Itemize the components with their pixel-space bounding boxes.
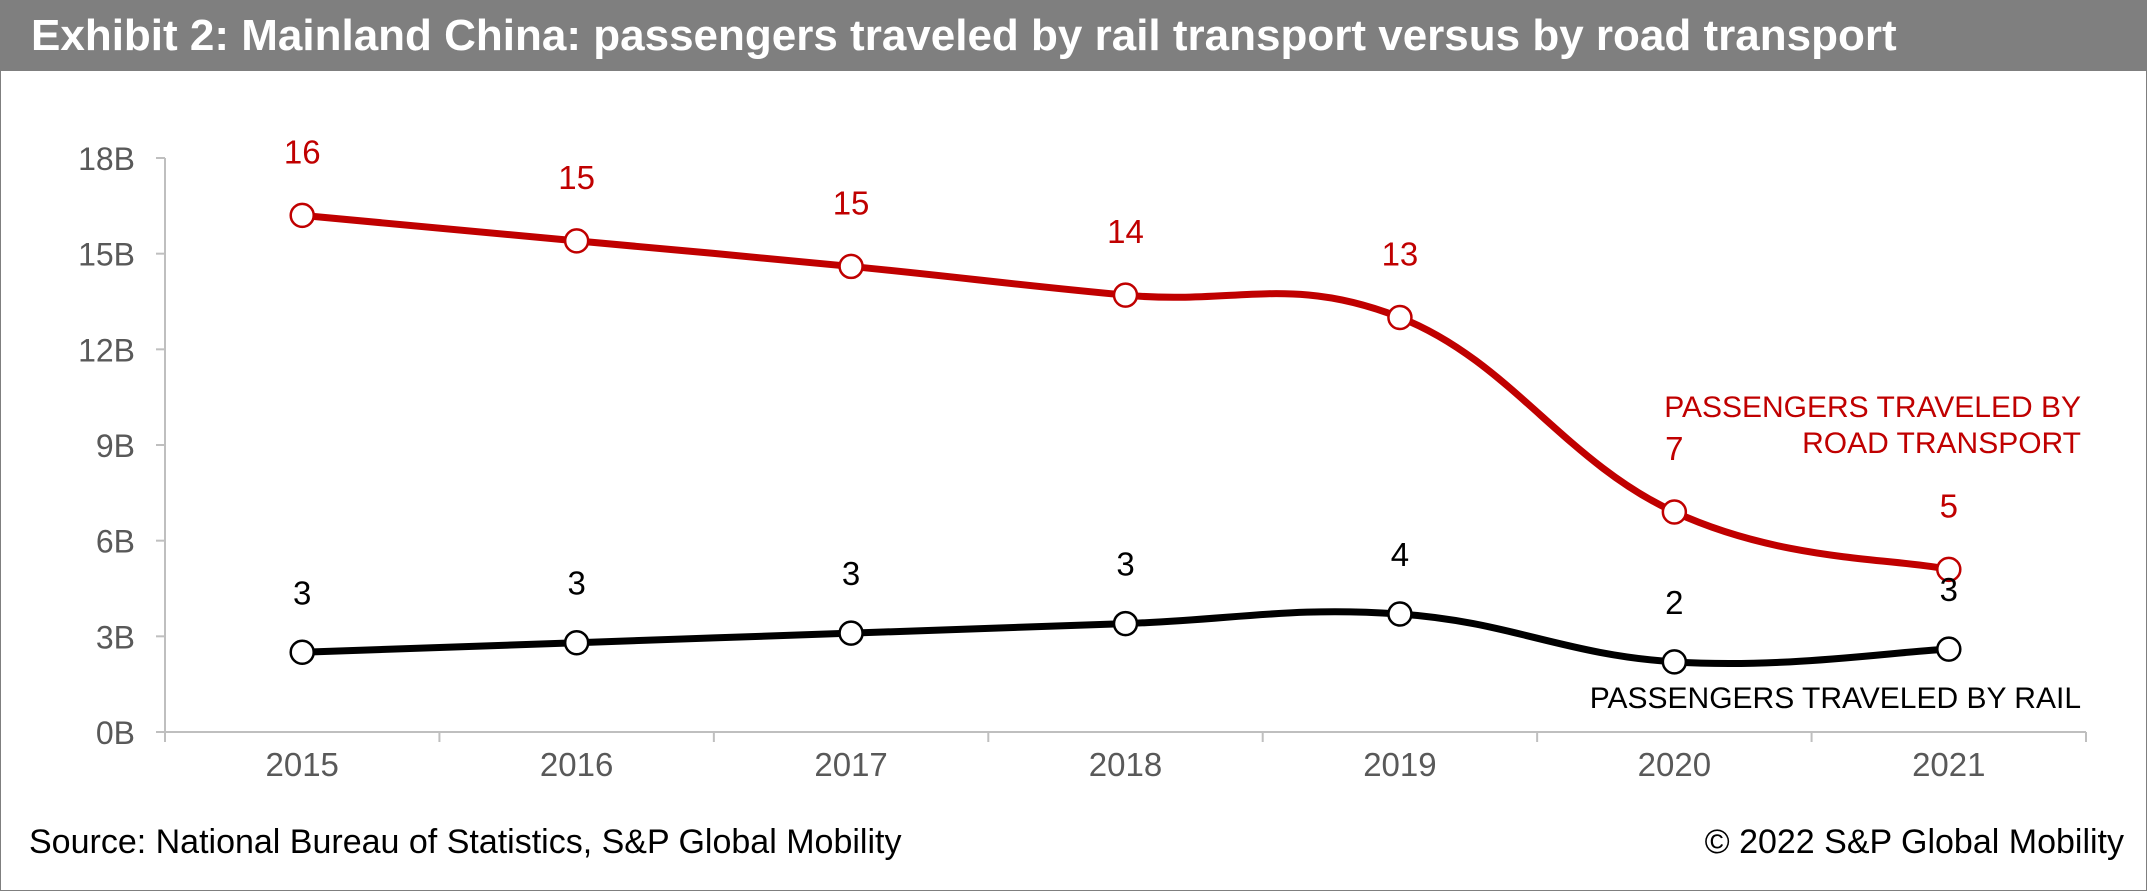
series-name-rail: PASSENGERS TRAVELED BY RAIL <box>1590 682 2081 715</box>
data-label-rail: 3 <box>842 555 860 592</box>
line-chart: 0B 3B 6B 9B 12B 15B 18B 2015 2016 2017 2018 2019 202… <box>78 133 2087 783</box>
data-label-road: 5 <box>1940 487 1958 524</box>
data-label-rail: 2 <box>1665 584 1683 621</box>
data-label-road: 14 <box>1107 213 1144 250</box>
data-label-road: 15 <box>558 159 595 196</box>
series-name-road: ROAD TRANSPORT <box>1802 427 2081 460</box>
data-label-road: 16 <box>284 133 321 170</box>
y-tick-label: 12B <box>78 332 135 368</box>
x-tick-label: 2015 <box>266 746 339 783</box>
data-label-rail: 4 <box>1391 536 1409 573</box>
x-tick-label: 2017 <box>814 746 887 783</box>
y-tick-label: 6B <box>96 524 135 560</box>
data-label-road: 13 <box>1382 235 1419 272</box>
x-tick-label: 2020 <box>1638 746 1711 783</box>
data-label-rail: 3 <box>1116 546 1134 583</box>
x-tick-label: 2016 <box>540 746 613 783</box>
data-point-road <box>289 202 315 229</box>
data-label-rail: 3 <box>567 565 585 602</box>
y-tick-label: 18B <box>78 141 135 177</box>
data-point-road <box>1387 304 1413 331</box>
copyright-note: © 2022 S&P Global Mobility <box>1704 823 2124 861</box>
data-label-rail: 3 <box>1940 571 1958 608</box>
data-point-rail <box>838 620 864 646</box>
title-bar: Exhibit 2: Mainland China: passengers tr… <box>1 1 2146 71</box>
data-point-road <box>838 253 864 280</box>
data-point-rail <box>1387 601 1413 627</box>
source-note: Source: National Bureau of Statistics, S… <box>29 823 902 861</box>
data-point-road <box>1661 499 1688 525</box>
x-tick-label: 2018 <box>1089 746 1162 783</box>
data-point-rail <box>1936 636 1962 662</box>
data-label-road: 15 <box>833 184 870 221</box>
data-point-rail <box>563 629 590 656</box>
chart-title: Exhibit 2: Mainland China: passengers tr… <box>31 11 1897 60</box>
data-point-rail <box>1112 610 1139 637</box>
data-point-rail <box>1661 649 1688 675</box>
data-label-road: 7 <box>1665 430 1683 467</box>
x-tick-label: 2021 <box>1912 746 1985 783</box>
y-tick-label: 0B <box>96 715 135 751</box>
data-point-road <box>1936 556 1962 583</box>
y-tick-label: 15B <box>78 237 135 273</box>
data-point-road <box>1112 282 1139 308</box>
data-label-rail: 3 <box>293 574 311 611</box>
x-tick-label: 2019 <box>1363 746 1436 783</box>
data-point-road <box>563 228 590 254</box>
y-tick-label: 3B <box>96 619 135 655</box>
data-point-rail <box>289 639 315 666</box>
series-name-road: PASSENGERS TRAVELED BY <box>1664 391 2081 424</box>
y-tick-label: 9B <box>96 428 135 464</box>
